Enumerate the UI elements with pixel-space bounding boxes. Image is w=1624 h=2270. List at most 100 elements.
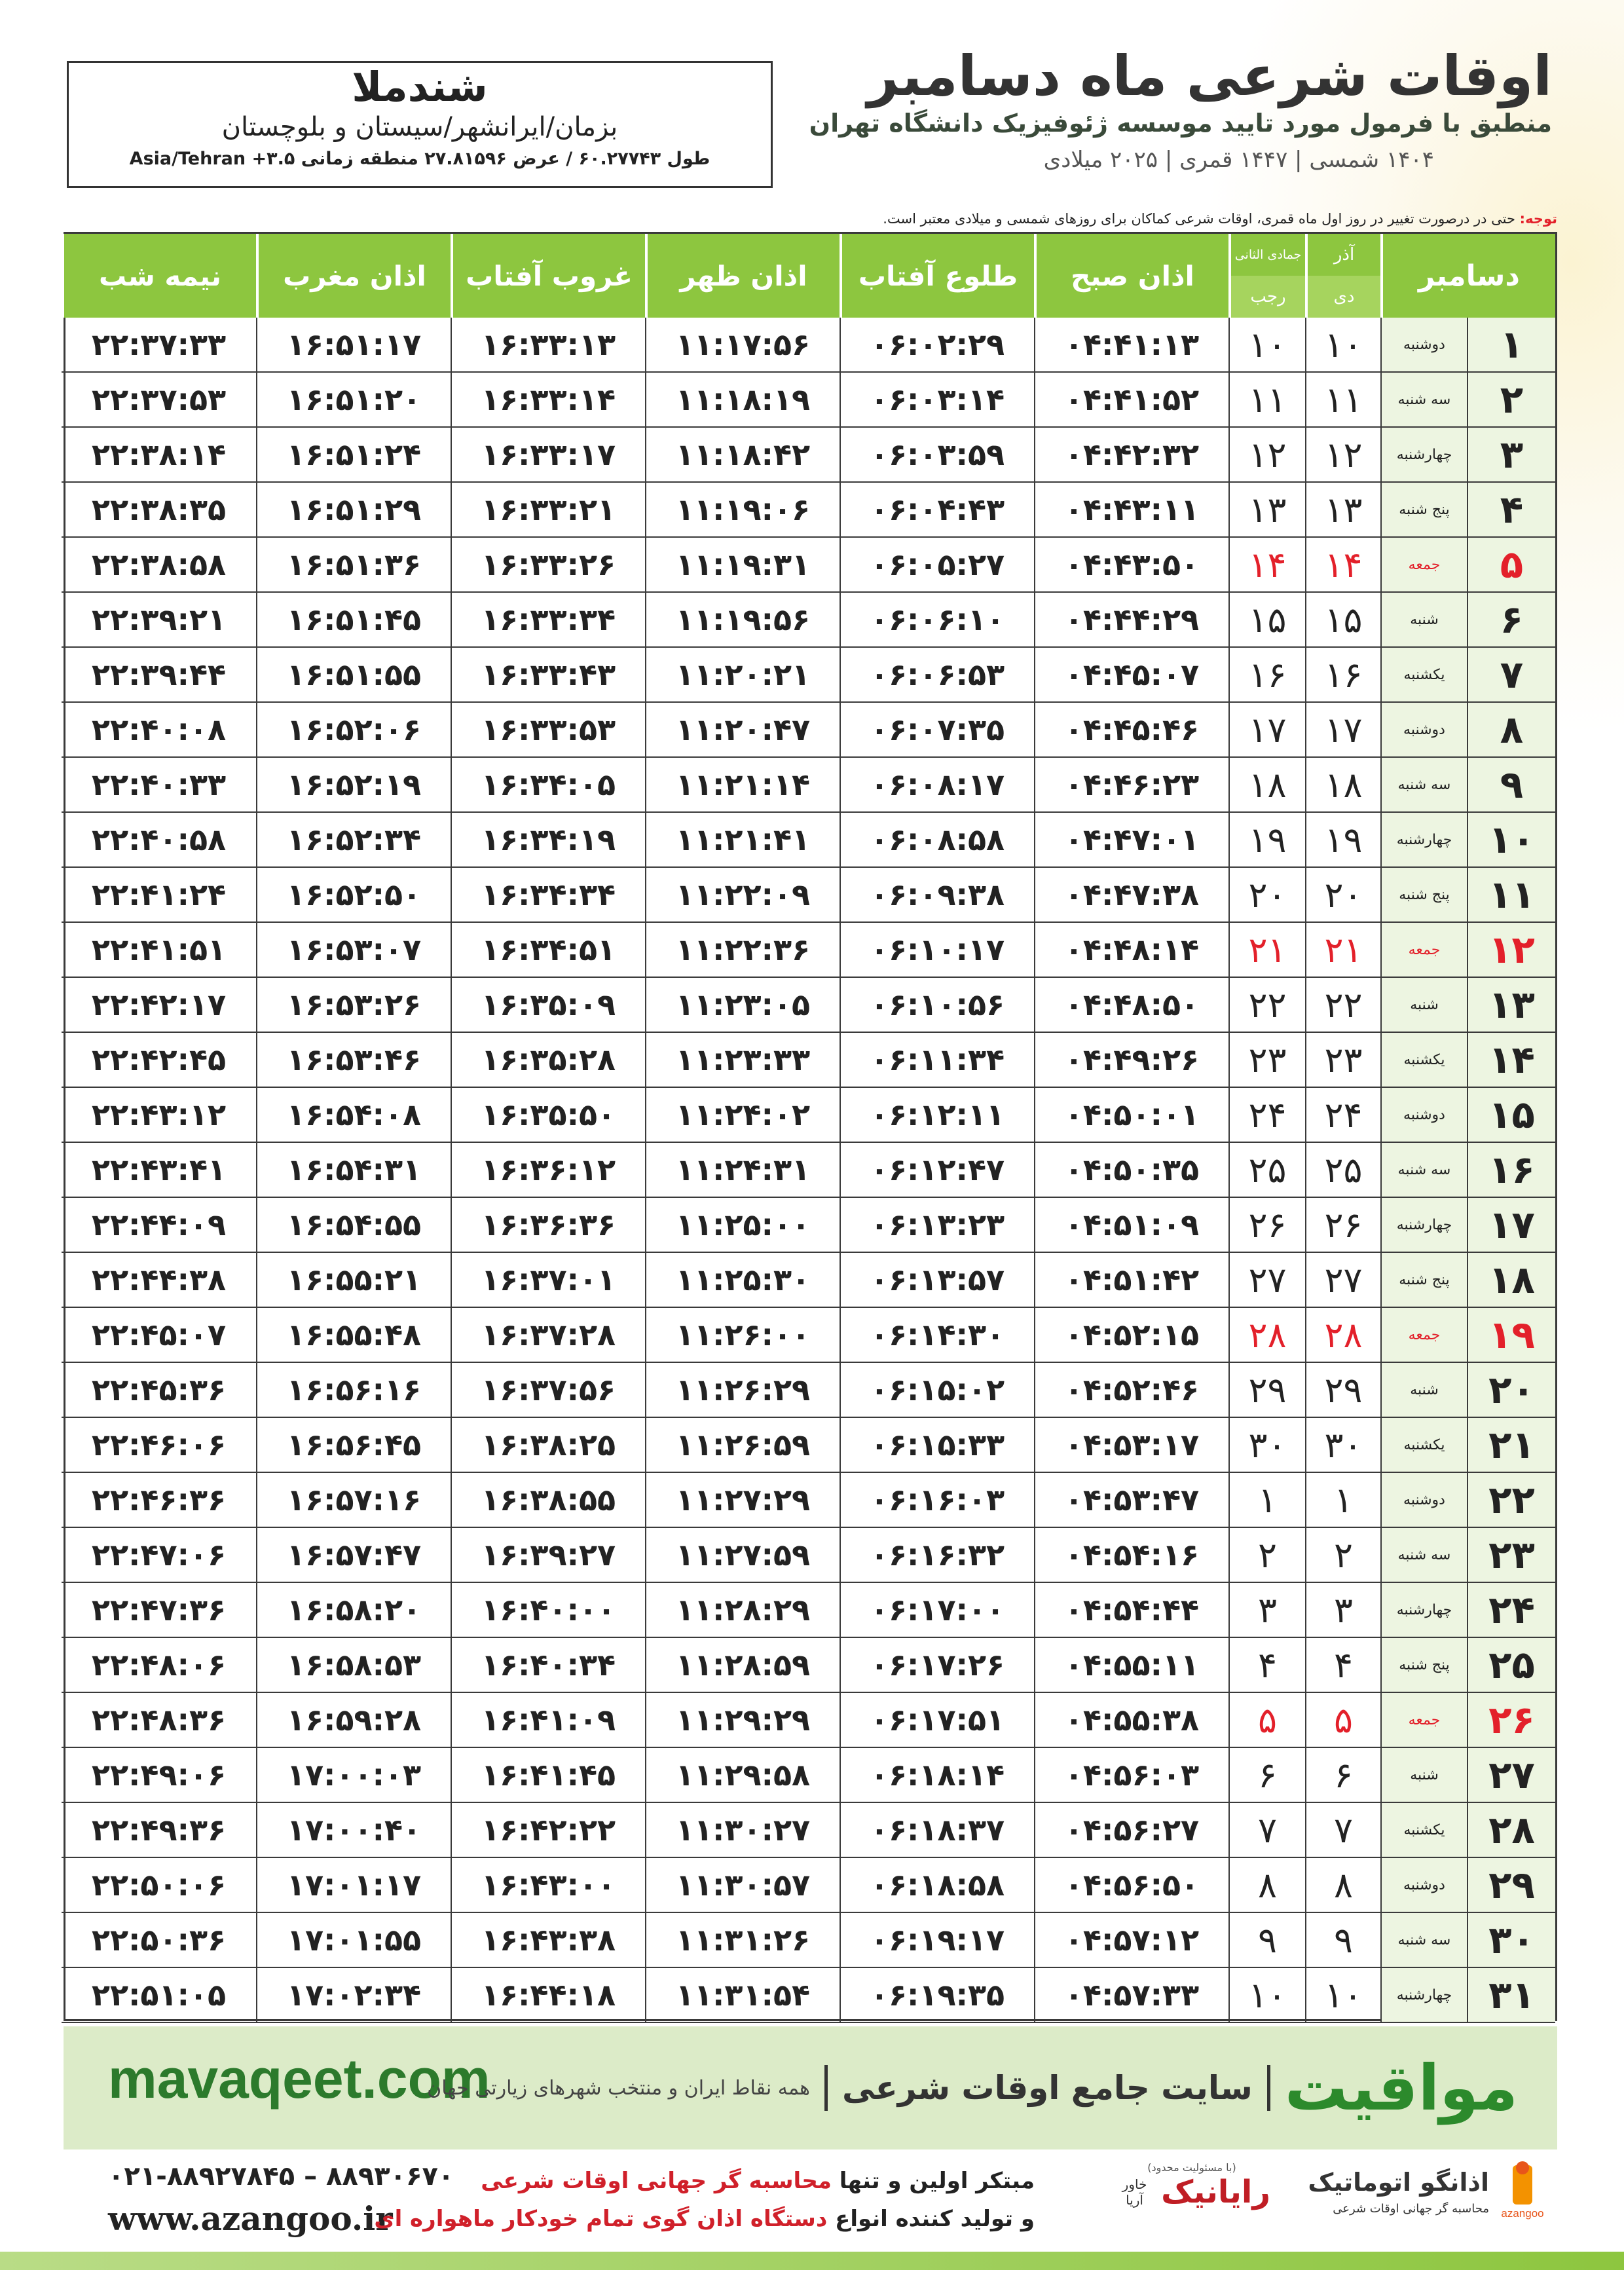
solar-day: ۱۵ [1305, 593, 1380, 648]
time: ۰۴:۴۹:۲۶ [1034, 1033, 1228, 1088]
lunar-day: ۲۲ [1228, 978, 1305, 1033]
logo1-name: رایانیک [1161, 2174, 1270, 2210]
time: ۱۶:۵۳:۴۶ [256, 1033, 451, 1088]
day-number: ۶ [1467, 593, 1555, 648]
time: ۱۱:۲۲:۰۹ [645, 868, 840, 923]
time: ۲۲:۴۷:۰۶ [62, 1528, 256, 1583]
day-number: ۱۱ [1467, 868, 1555, 923]
logo1-note: (با مسئولیت محدود) [1147, 2161, 1236, 2174]
time: ۰۴:۵۵:۳۸ [1034, 1693, 1228, 1748]
time: ۱۶:۵۶:۱۶ [256, 1363, 451, 1418]
time: ۰۴:۴۶:۲۳ [1034, 758, 1228, 813]
day-number: ۱۲ [1467, 923, 1555, 978]
day-number: ۹ [1467, 758, 1555, 813]
time: ۱۱:۱۹:۰۶ [645, 483, 840, 538]
footer-line2: و تولید کننده انواع [835, 2205, 1035, 2232]
weekday: جمعه [1380, 923, 1467, 978]
time: ۱۶:۳۷:۵۶ [451, 1363, 645, 1418]
time: ۱۱:۳۰:۵۷ [645, 1858, 840, 1913]
day-number: ۱۶ [1467, 1143, 1555, 1198]
time: ۱۱:۱۷:۵۶ [645, 318, 840, 373]
weekday: دوشنبه [1380, 1088, 1467, 1143]
time: ۲۲:۴۵:۰۷ [62, 1308, 256, 1363]
time: ۱۶:۴۱:۰۹ [451, 1693, 645, 1748]
time: ۲۲:۴۴:۳۸ [62, 1253, 256, 1308]
weekday: چهارشنبه [1380, 1968, 1467, 2023]
time: ۱۶:۳۳:۱۳ [451, 318, 645, 373]
solar-day: ۲۶ [1305, 1198, 1380, 1253]
day-number: ۱۵ [1467, 1088, 1555, 1143]
header-lunar-bottom: رجب [1228, 276, 1305, 318]
time: ۲۲:۴۸:۳۶ [62, 1693, 256, 1748]
time: ۱۱:۲۲:۳۶ [645, 923, 840, 978]
bottom-strip [0, 2252, 1624, 2270]
time: ۰۶:۱۴:۳۰ [840, 1308, 1034, 1363]
day-number: ۱۸ [1467, 1253, 1555, 1308]
time: ۰۶:۱۲:۱۱ [840, 1088, 1034, 1143]
time: ۱۱:۲۶:۵۹ [645, 1418, 840, 1473]
weekday: دوشنبه [1380, 703, 1467, 758]
note: توجه: حتی در درصورت تغییر در روز اول ماه… [883, 211, 1557, 227]
lunar-day: ۷ [1228, 1803, 1305, 1858]
time: ۱۱:۲۳:۳۳ [645, 1033, 840, 1088]
time: ۲۲:۵۰:۰۶ [62, 1858, 256, 1913]
title: اوقات شرعی ماه دسامبر [867, 44, 1552, 108]
time: ۱۶:۴۰:۳۴ [451, 1638, 645, 1693]
time: ۱۶:۴۴:۱۸ [451, 1968, 645, 2023]
day-number: ۱۴ [1467, 1033, 1555, 1088]
time: ۰۴:۵۰:۰۱ [1034, 1088, 1228, 1143]
time: ۲۲:۴۱:۵۱ [62, 923, 256, 978]
time: ۱۶:۳۶:۱۲ [451, 1143, 645, 1198]
time: ۲۲:۳۸:۳۵ [62, 483, 256, 538]
solar-day: ۲۲ [1305, 978, 1380, 1033]
lunar-day: ۹ [1228, 1913, 1305, 1968]
lunar-day: ۱۷ [1228, 703, 1305, 758]
time: ۱۶:۳۳:۳۴ [451, 593, 645, 648]
time: ۱۶:۵۲:۵۰ [256, 868, 451, 923]
weekday: شنبه [1380, 593, 1467, 648]
time: ۱۱:۱۸:۴۲ [645, 428, 840, 483]
time: ۰۴:۵۴:۱۶ [1034, 1528, 1228, 1583]
weekday: شنبه [1380, 1748, 1467, 1803]
subtitle: منطبق با فرمول مورد تایید موسسه ژئوفیزیک… [809, 109, 1552, 138]
time: ۲۲:۴۰:۵۸ [62, 813, 256, 868]
solar-day: ۲۴ [1305, 1088, 1380, 1143]
time: ۱۶:۳۵:۰۹ [451, 978, 645, 1033]
time: ۱۶:۳۴:۵۱ [451, 923, 645, 978]
weekday: یکشنبه [1380, 1033, 1467, 1088]
time: ۱۶:۴۰:۰۰ [451, 1583, 645, 1638]
lunar-day: ۱۰ [1228, 318, 1305, 373]
header-solar-top: آذر [1305, 234, 1380, 276]
time: ۱۱:۲۱:۱۴ [645, 758, 840, 813]
time: ۱۶:۴۱:۴۵ [451, 1748, 645, 1803]
brand: مواقیت [1284, 2051, 1518, 2125]
weekday: سه شنبه [1380, 758, 1467, 813]
footer-line1: مبتکر اولین و تنها [839, 2168, 1035, 2194]
scope: همه نقاط ایران و منتخب شهرهای زیارتی جها… [427, 2076, 810, 2100]
time: ۱۱:۲۴:۳۱ [645, 1143, 840, 1198]
solar-day: ۲۹ [1305, 1363, 1380, 1418]
site-url: mavaqeet.com [108, 2048, 490, 2110]
banner-tagline: مواقیت سایت جامع اوقات شرعی همه نقاط ایر… [427, 2046, 1518, 2130]
phones: ۰۲۱-۸۸۹۲۷۸۴۵ – ۸۸۹۳۰۶۷۰ [108, 2161, 454, 2191]
lunar-day: ۲۴ [1228, 1088, 1305, 1143]
day-number: ۳۱ [1467, 1968, 1555, 2023]
time: ۰۶:۱۶:۰۳ [840, 1473, 1034, 1528]
time: ۲۲:۴۵:۳۶ [62, 1363, 256, 1418]
weekday: یکشنبه [1380, 1418, 1467, 1473]
time: ۲۲:۳۷:۳۳ [62, 318, 256, 373]
time: ۱۶:۳۷:۲۸ [451, 1308, 645, 1363]
solar-day: ۱۲ [1305, 428, 1380, 483]
solar-day: ۱ [1305, 1473, 1380, 1528]
solar-day: ۸ [1305, 1858, 1380, 1913]
time: ۱۶:۵۱:۴۵ [256, 593, 451, 648]
solar-day: ۴ [1305, 1638, 1380, 1693]
time: ۱۶:۵۸:۵۳ [256, 1638, 451, 1693]
time: ۱۱:۳۱:۲۶ [645, 1913, 840, 1968]
time: ۱۱:۲۴:۰۲ [645, 1088, 840, 1143]
weekday: پنج شنبه [1380, 1638, 1467, 1693]
weekday: چهارشنبه [1380, 1583, 1467, 1638]
time: ۱۶:۵۴:۵۵ [256, 1198, 451, 1253]
day-number: ۳۰ [1467, 1913, 1555, 1968]
time: ۲۲:۳۸:۱۴ [62, 428, 256, 483]
